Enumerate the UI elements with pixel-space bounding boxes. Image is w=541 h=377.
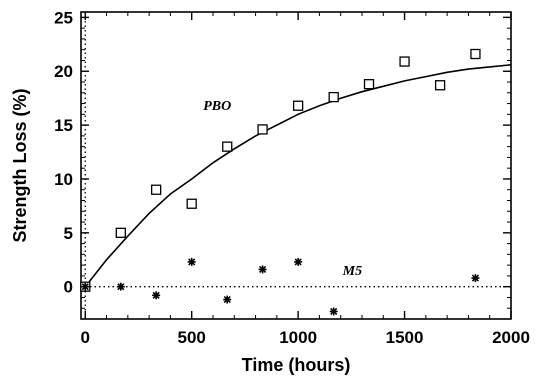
pbo-data-point [222,141,233,152]
y-tick-label: 20 [54,62,73,81]
axes [80,11,512,320]
m5-data-point [81,282,90,291]
x-axis-label: Time (hours) [242,355,351,375]
m5-data-point [294,257,303,266]
data-points [80,48,481,316]
x-tick-label: 2000 [492,328,530,347]
pbo-data-point [292,100,304,111]
pbo-fit-curve [84,64,512,288]
pbo-data-point [328,91,339,103]
pbo-data-point [150,184,162,195]
pbo-data-point [399,56,410,67]
chart-text: 0 500 1000 1500 2000 0 5 10 15 20 25 Time (hours) St… [10,8,530,375]
x-tick-label: 1500 [386,328,424,347]
y-tick-label: 25 [54,8,73,27]
y-tick-label: 5 [64,224,73,243]
m5-data-point [116,282,125,291]
y-tick-label: 0 [64,278,73,297]
reference-lines [81,12,511,319]
pbo-series-label: PBO [203,99,231,114]
y-tick-label: 15 [54,116,73,135]
m5-data-point [152,291,161,300]
m5-data-point [471,274,480,283]
plot-frame [80,11,512,320]
y-tick-label: 10 [54,170,73,189]
pbo-data-point [363,79,375,90]
x-tick-label: 0 [81,328,90,347]
pbo-data-point [470,48,481,60]
m5-data-point [187,257,196,266]
pbo-data-point [115,227,126,238]
pbo-data-point [186,198,197,209]
y-axis-label: Strength Loss (%) [10,88,30,242]
pbo-data-point [434,80,446,91]
m5-data-point [223,295,232,304]
m5-data-point [258,265,267,274]
m5-series-label: M5 [342,264,362,279]
x-tick-label: 500 [178,328,206,347]
x-tick-label: 1000 [279,328,317,347]
m5-data-point [329,307,338,316]
fit-curves [84,64,512,288]
pbo-data-point [257,124,268,135]
